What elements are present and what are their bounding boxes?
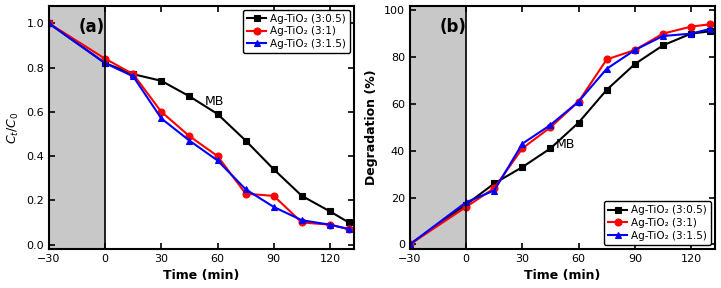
Legend: Ag-TiO₂ (3:0.5), Ag-TiO₂ (3:1), Ag-TiO₂ (3:1.5): Ag-TiO₂ (3:0.5), Ag-TiO₂ (3:1), Ag-TiO₂ … xyxy=(243,10,350,53)
Y-axis label: Degradation (%): Degradation (%) xyxy=(366,69,379,185)
Ag-TiO₂ (3:1.5) xyxy=(129,75,138,78)
Line: Ag-TiO₂ (3:0.5): Ag-TiO₂ (3:0.5) xyxy=(407,28,713,248)
Ag-TiO₂ (3:1) xyxy=(45,22,53,25)
Ag-TiO₂ (3:1.5) xyxy=(298,219,306,222)
Ag-TiO₂ (3:1.5) xyxy=(406,242,415,246)
Ag-TiO₂ (3:1.5) xyxy=(157,117,166,120)
Ag-TiO₂ (3:0.5) xyxy=(575,121,583,124)
Ag-TiO₂ (3:1.5) xyxy=(658,34,667,38)
Ag-TiO₂ (3:0.5) xyxy=(603,88,611,92)
Ag-TiO₂ (3:0.5) xyxy=(705,30,714,33)
Ag-TiO₂ (3:1.5) xyxy=(490,189,499,192)
Ag-TiO₂ (3:1.5) xyxy=(705,27,714,31)
Ag-TiO₂ (3:1) xyxy=(185,134,194,138)
Ag-TiO₂ (3:1) xyxy=(345,228,353,231)
Ag-TiO₂ (3:1) xyxy=(518,147,527,150)
Ag-TiO₂ (3:0.5) xyxy=(242,139,250,142)
Ag-TiO₂ (3:1) xyxy=(547,126,555,129)
Ag-TiO₂ (3:1) xyxy=(326,223,335,226)
Ag-TiO₂ (3:1.5) xyxy=(185,139,194,142)
Ag-TiO₂ (3:1) xyxy=(242,192,250,196)
Ag-TiO₂ (3:0.5) xyxy=(213,112,222,116)
Ag-TiO₂ (3:0.5) xyxy=(298,194,306,198)
Ag-TiO₂ (3:1) xyxy=(298,221,306,224)
Ag-TiO₂ (3:0.5) xyxy=(185,94,194,98)
Ag-TiO₂ (3:0.5) xyxy=(490,182,499,185)
Ag-TiO₂ (3:1) xyxy=(630,48,639,52)
Ag-TiO₂ (3:1) xyxy=(157,110,166,113)
Ag-TiO₂ (3:1) xyxy=(603,58,611,61)
Text: MB: MB xyxy=(556,138,575,151)
X-axis label: Time (min): Time (min) xyxy=(164,270,240,283)
Ag-TiO₂ (3:1) xyxy=(490,186,499,190)
Ag-TiO₂ (3:1.5) xyxy=(547,123,555,127)
Ag-TiO₂ (3:0.5) xyxy=(406,242,415,246)
Ag-TiO₂ (3:1.5) xyxy=(101,61,110,65)
Ag-TiO₂ (3:1.5) xyxy=(326,223,335,226)
Ag-TiO₂ (3:1) xyxy=(462,205,471,209)
Text: (a): (a) xyxy=(79,18,105,36)
Legend: Ag-TiO₂ (3:0.5), Ag-TiO₂ (3:1), Ag-TiO₂ (3:1.5): Ag-TiO₂ (3:0.5), Ag-TiO₂ (3:1), Ag-TiO₂ … xyxy=(604,201,712,245)
Ag-TiO₂ (3:0.5) xyxy=(270,168,278,171)
Ag-TiO₂ (3:0.5) xyxy=(101,61,110,65)
X-axis label: Time (min): Time (min) xyxy=(524,270,601,283)
Ag-TiO₂ (3:0.5) xyxy=(686,32,695,35)
Ag-TiO₂ (3:1.5) xyxy=(518,142,527,145)
Ag-TiO₂ (3:1.5) xyxy=(45,22,53,25)
Ag-TiO₂ (3:1) xyxy=(705,22,714,26)
Line: Ag-TiO₂ (3:1): Ag-TiO₂ (3:1) xyxy=(407,21,713,248)
Ag-TiO₂ (3:1) xyxy=(270,194,278,198)
Ag-TiO₂ (3:1.5) xyxy=(630,48,639,52)
Bar xyxy=(49,5,105,249)
Ag-TiO₂ (3:1.5) xyxy=(242,187,250,191)
Ag-TiO₂ (3:1) xyxy=(129,73,138,76)
Ag-TiO₂ (3:1.5) xyxy=(686,32,695,35)
Ag-TiO₂ (3:0.5) xyxy=(45,22,53,25)
Ag-TiO₂ (3:0.5) xyxy=(547,147,555,150)
Ag-TiO₂ (3:0.5) xyxy=(129,73,138,76)
Line: Ag-TiO₂ (3:1.5): Ag-TiO₂ (3:1.5) xyxy=(407,26,713,248)
Ag-TiO₂ (3:0.5) xyxy=(462,203,471,206)
Ag-TiO₂ (3:1) xyxy=(101,57,110,60)
Line: Ag-TiO₂ (3:1): Ag-TiO₂ (3:1) xyxy=(45,20,353,233)
Ag-TiO₂ (3:1.5) xyxy=(345,228,353,231)
Ag-TiO₂ (3:0.5) xyxy=(630,62,639,66)
Ag-TiO₂ (3:1.5) xyxy=(213,159,222,162)
Text: (b): (b) xyxy=(439,18,466,36)
Ag-TiO₂ (3:1.5) xyxy=(575,100,583,103)
Ag-TiO₂ (3:1.5) xyxy=(462,200,471,204)
Ag-TiO₂ (3:0.5) xyxy=(658,43,667,47)
Ag-TiO₂ (3:1) xyxy=(575,100,583,103)
Ag-TiO₂ (3:1.5) xyxy=(270,205,278,209)
Ag-TiO₂ (3:0.5) xyxy=(326,210,335,213)
Ag-TiO₂ (3:0.5) xyxy=(345,221,353,224)
Ag-TiO₂ (3:1.5) xyxy=(603,67,611,71)
Text: MB: MB xyxy=(205,95,224,108)
Ag-TiO₂ (3:0.5) xyxy=(518,165,527,169)
Ag-TiO₂ (3:1) xyxy=(658,32,667,35)
Line: Ag-TiO₂ (3:0.5): Ag-TiO₂ (3:0.5) xyxy=(45,20,353,226)
Line: Ag-TiO₂ (3:1.5): Ag-TiO₂ (3:1.5) xyxy=(45,20,353,233)
Bar xyxy=(410,5,466,249)
Ag-TiO₂ (3:1) xyxy=(686,25,695,28)
Ag-TiO₂ (3:1) xyxy=(406,242,415,246)
Y-axis label: $C_t/C_0$: $C_t/C_0$ xyxy=(6,111,21,143)
Ag-TiO₂ (3:0.5) xyxy=(157,79,166,83)
Ag-TiO₂ (3:1) xyxy=(213,154,222,158)
